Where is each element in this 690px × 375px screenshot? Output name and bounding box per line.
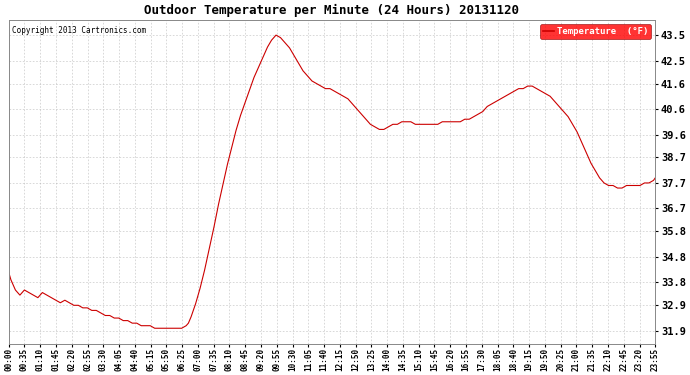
Legend: Temperature  (°F): Temperature (°F) <box>540 24 651 39</box>
Text: Copyright 2013 Cartronics.com: Copyright 2013 Cartronics.com <box>12 26 146 35</box>
Title: Outdoor Temperature per Minute (24 Hours) 20131120: Outdoor Temperature per Minute (24 Hours… <box>144 4 520 17</box>
